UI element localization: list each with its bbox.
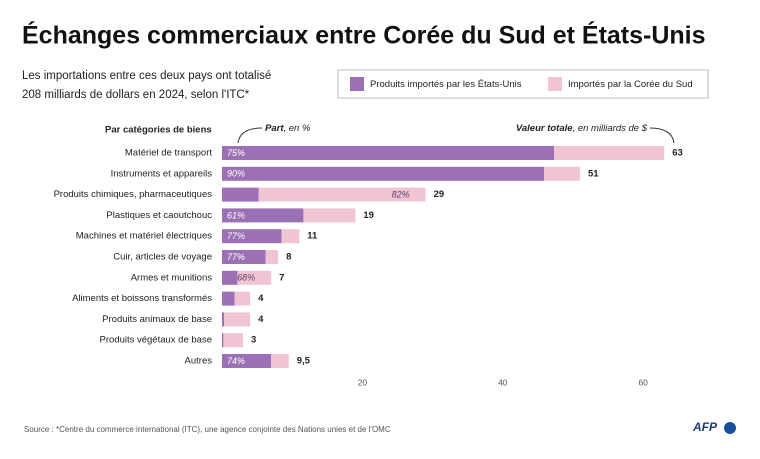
total-label: 11 — [307, 231, 318, 242]
bar-segment — [222, 291, 235, 306]
legend-label: Importés par la Corée du Sud — [568, 79, 693, 90]
share-label: 75% — [227, 148, 245, 158]
bar-segment — [544, 166, 581, 181]
share-annotation: Part, en % — [265, 123, 311, 134]
chart-title: Échanges commerciaux entre Corée du Sud … — [22, 21, 706, 50]
category-label: Autres — [185, 356, 213, 367]
bar-segment — [237, 270, 272, 285]
category-label: Machines et matériel électriques — [76, 231, 212, 242]
bar-segment — [223, 333, 244, 348]
annotation-rest: , en milliards de $ — [573, 123, 648, 134]
legend-label: Produits importés par les États-Unis — [370, 79, 522, 90]
bar-segment — [281, 229, 300, 244]
bar-segment — [222, 166, 545, 181]
bar-segment — [224, 312, 251, 327]
category-label: Produits animaux de base — [102, 314, 212, 325]
total-label: 4 — [258, 314, 264, 325]
total-label: 51 — [588, 168, 599, 179]
bar-segment — [265, 250, 279, 264]
total-label: 4 — [258, 293, 264, 304]
x-tick-label: 20 — [358, 377, 368, 387]
total-label: 9,5 — [297, 356, 311, 367]
annotation-arrow — [649, 127, 675, 144]
logo: AFP — [692, 420, 718, 434]
category-label: Plastiques et caoutchouc — [106, 210, 212, 221]
category-label: Aliments et boissons transformés — [72, 293, 212, 304]
legend-box — [337, 69, 709, 99]
x-tick-label: 60 — [638, 377, 648, 387]
legend-swatch — [350, 77, 364, 91]
share-label: 77% — [227, 231, 245, 241]
category-label: Instruments et appareils — [111, 168, 213, 179]
bar-segment — [222, 312, 225, 327]
bar-segment — [258, 187, 426, 202]
bar-segment — [303, 208, 356, 223]
total-label: 19 — [363, 210, 374, 221]
x-tick-label: 40 — [498, 377, 508, 387]
annotation-bold: Part — [265, 123, 284, 134]
annotation-bold: Valeur totale — [516, 123, 573, 134]
bar-segment — [222, 354, 272, 368]
category-label: Armes et munitions — [131, 272, 213, 283]
bar-segment — [554, 146, 665, 160]
total-label: 8 — [286, 252, 291, 263]
logo-dot — [724, 422, 736, 434]
total-label: 3 — [251, 335, 256, 346]
annotation-rest: , en % — [283, 123, 310, 134]
annotation-arrow — [237, 127, 263, 144]
subtitle: Les importations entre ces deux pays ont… — [22, 70, 271, 82]
category-label: Produits chimiques, pharmaceutiques — [54, 189, 213, 200]
category-label: Matériel de transport — [125, 148, 212, 159]
bar-segment — [222, 250, 266, 264]
source: Source : *Centre du commerce internation… — [24, 425, 391, 434]
share-label: 68% — [237, 273, 255, 283]
total-annotation: Valeur totale, en milliards de $ — [516, 123, 648, 134]
bar-segment — [222, 146, 555, 160]
bar-segment — [271, 354, 289, 368]
legend-swatch — [548, 77, 562, 91]
category-header: Par catégories de biens — [105, 125, 212, 136]
category-label: Cuir, articles de voyage — [113, 252, 212, 263]
share-label: 61% — [227, 210, 245, 220]
share-label: 77% — [227, 252, 245, 262]
share-label: 90% — [227, 169, 245, 179]
bar-segment — [222, 229, 282, 244]
share-label: 82% — [392, 189, 410, 199]
share-label: 74% — [227, 356, 245, 366]
category-label: Produits végétaux de base — [100, 335, 213, 346]
total-label: 63 — [672, 148, 683, 159]
bar-segment — [222, 187, 259, 202]
subtitle: 208 milliards de dollars en 2024, selon … — [22, 89, 250, 101]
total-label: 7 — [279, 272, 284, 283]
bar-segment — [222, 333, 224, 348]
bar-segment — [222, 270, 238, 285]
bar-segment — [234, 291, 251, 306]
total-label: 29 — [434, 189, 445, 200]
bar-segment — [222, 208, 304, 223]
